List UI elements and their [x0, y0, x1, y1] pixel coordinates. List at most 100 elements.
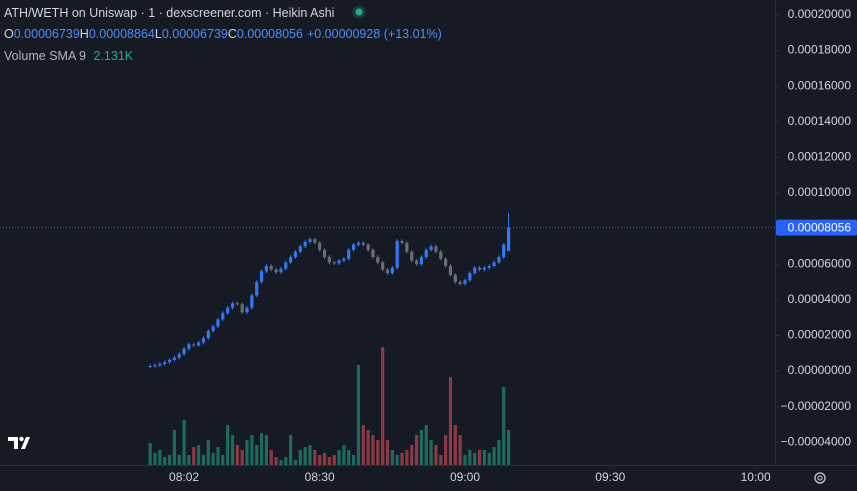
- ohlc-value: 0.00006739: [13, 27, 80, 41]
- candle-body: [502, 244, 506, 258]
- volume-bar: [385, 440, 390, 465]
- volume-bar: [279, 460, 283, 465]
- candle-body: [206, 330, 210, 339]
- candle-body: [342, 258, 346, 261]
- volume-bar: [366, 430, 370, 465]
- candle-body: [235, 303, 239, 305]
- candle-body: [226, 307, 230, 314]
- y-tick-label: 0.00004000: [788, 292, 852, 306]
- volume-bar: [347, 450, 351, 465]
- volume-bar: [167, 455, 172, 465]
- title-row: ATH/WETH on Uniswap · 1 · dexscreener.co…: [4, 5, 366, 20]
- volume-bar: [158, 450, 162, 465]
- volume-bar: [342, 445, 346, 465]
- volume-bar: [395, 455, 399, 465]
- candle-body: [327, 257, 331, 263]
- candle-body: [356, 242, 361, 245]
- candle-body: [148, 366, 152, 368]
- volume-bar: [444, 435, 448, 465]
- candle-body: [322, 249, 327, 258]
- candle-body: [492, 262, 496, 266]
- candle-body: [351, 244, 356, 250]
- volume-bar: [163, 457, 167, 465]
- x-tick-label: 09:30: [595, 470, 625, 484]
- volume-bar: [201, 455, 206, 465]
- volume-bar: [497, 440, 501, 465]
- ohlc-key: O: [4, 27, 14, 41]
- volume-bar: [313, 450, 317, 465]
- candle-body: [366, 244, 370, 250]
- candle-body: [259, 271, 264, 282]
- y-tick-label: 0.00014000: [788, 114, 852, 128]
- candle-body: [429, 246, 433, 250]
- volume-bar: [226, 425, 230, 465]
- candle-body: [177, 354, 181, 358]
- candle-body: [424, 249, 428, 258]
- volume-bar: [293, 460, 298, 465]
- candle-body: [216, 319, 220, 327]
- candle-body: [192, 344, 196, 346]
- candle-body: [482, 267, 486, 270]
- settings-button[interactable]: [814, 472, 826, 484]
- volume-bar: [196, 445, 201, 465]
- candle-body: [313, 239, 317, 243]
- volume-bar: [376, 440, 380, 465]
- candle-body: [390, 267, 394, 274]
- volume-bar: [390, 450, 394, 465]
- candle-body: [308, 239, 312, 242]
- x-tick-label: 09:00: [450, 470, 480, 484]
- candle-body: [172, 357, 176, 360]
- ohlc-key: L: [154, 27, 162, 41]
- candle-body: [332, 262, 336, 264]
- y-tick-label: −0.00004000: [781, 434, 852, 448]
- candle-body: [439, 251, 443, 259]
- volume-bar: [230, 435, 235, 465]
- volume-name: Volume: [4, 49, 46, 63]
- candle-body: [284, 262, 288, 269]
- candle-body: [269, 265, 273, 270]
- volume-bar: [381, 347, 385, 465]
- volume-bar: [492, 447, 496, 465]
- candle-body: [221, 313, 225, 320]
- volume-bar: [351, 455, 356, 465]
- volume-bar: [468, 450, 472, 465]
- candle-body: [250, 295, 254, 308]
- candle-body: [201, 338, 206, 343]
- volume-bar: [429, 440, 433, 465]
- last-price-label: 0.00008056: [788, 220, 852, 234]
- ohlc-key: C: [227, 27, 237, 41]
- volume-bar: [448, 377, 453, 465]
- volume-bar: [482, 450, 486, 465]
- volume-bar: [221, 455, 225, 465]
- candle-body: [230, 303, 235, 308]
- candle-body: [463, 280, 467, 284]
- candle-body: [255, 281, 259, 296]
- volume-bar: [187, 455, 191, 465]
- volume-bar: [487, 453, 491, 465]
- candle-body: [274, 269, 278, 273]
- candle-body: [158, 363, 162, 366]
- volume-bar: [439, 455, 443, 465]
- candle-body: [264, 265, 269, 272]
- ohlc-value: 0.00006739: [161, 27, 228, 41]
- x-tick-label: 08:02: [169, 470, 199, 484]
- volume-bar: [172, 430, 176, 465]
- candle-body: [419, 257, 424, 265]
- candle-body: [361, 242, 365, 245]
- volume-bar: [356, 365, 361, 465]
- candle-body: [318, 242, 322, 250]
- candle-body: [298, 246, 302, 252]
- volume-bar: [255, 445, 259, 465]
- y-tick-label: 0.00020000: [788, 7, 852, 21]
- candle-body: [371, 249, 375, 258]
- volume-bar: [192, 447, 196, 465]
- candle-body: [289, 257, 293, 263]
- candle-body: [245, 307, 249, 313]
- candle-body: [434, 246, 438, 252]
- volume-bar: [414, 435, 419, 465]
- volume-bar: [318, 455, 322, 465]
- change-value: +0.00000928 (+13.01%): [306, 27, 442, 41]
- candle-body: [167, 359, 172, 363]
- candle-body: [303, 241, 307, 247]
